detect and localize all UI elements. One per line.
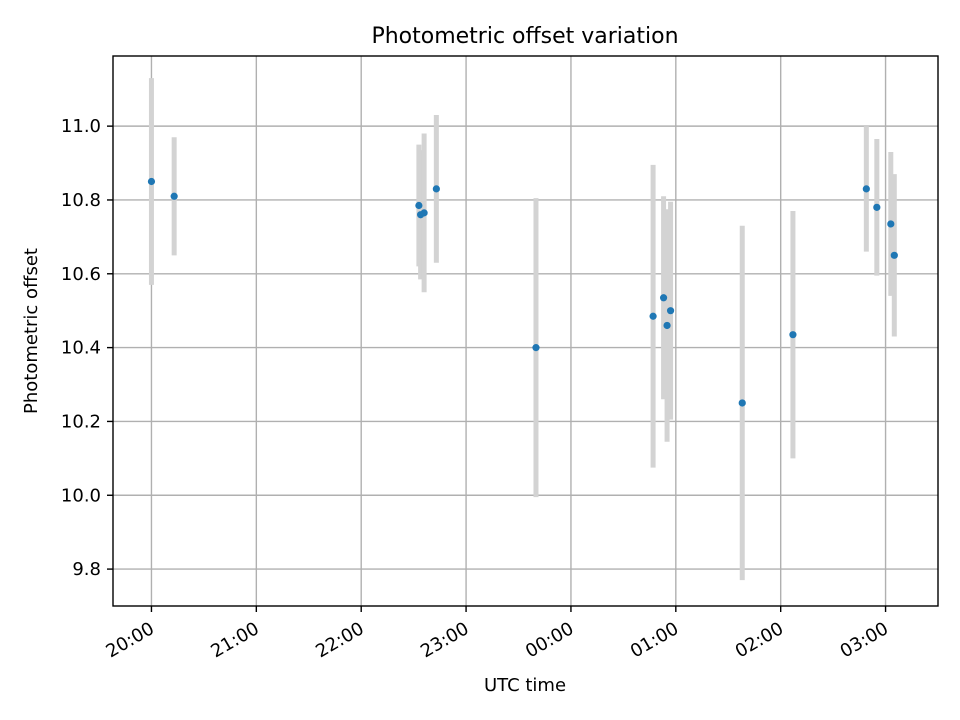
grid	[113, 56, 938, 606]
data-point	[170, 192, 178, 200]
y-tick-label: 10.8	[61, 190, 101, 211]
data-point	[147, 177, 156, 186]
plot-frame	[112, 55, 939, 607]
y-tick-label: 9.8	[72, 559, 101, 580]
data-point	[873, 203, 881, 211]
y-tick-label: 10.2	[61, 411, 101, 432]
y-axis-ticks: 9.8 10.0 10.2 10.4 10.6 10.8 11.0	[61, 116, 113, 580]
data-point	[789, 331, 797, 339]
chart-title: Photometric offset variation	[371, 24, 678, 49]
data-point	[738, 399, 746, 407]
data-point	[659, 294, 668, 302]
data-point	[666, 307, 675, 315]
data-point	[887, 220, 895, 228]
data-point	[532, 344, 540, 352]
x-axis-label: UTC time	[484, 675, 566, 696]
data-point	[649, 312, 657, 320]
y-tick-label: 10.0	[61, 485, 101, 506]
data-point	[415, 201, 423, 210]
data-points	[147, 177, 898, 407]
y-axis-label: Photometric offset	[21, 248, 42, 414]
data-point	[862, 185, 870, 193]
y-tick-label: 10.6	[61, 264, 101, 285]
y-tick-label: 10.4	[61, 338, 101, 359]
data-point	[420, 209, 428, 217]
y-tick-label: 11.0	[61, 116, 101, 137]
data-point	[432, 185, 440, 193]
data-point	[663, 321, 671, 330]
data-point	[890, 251, 898, 259]
